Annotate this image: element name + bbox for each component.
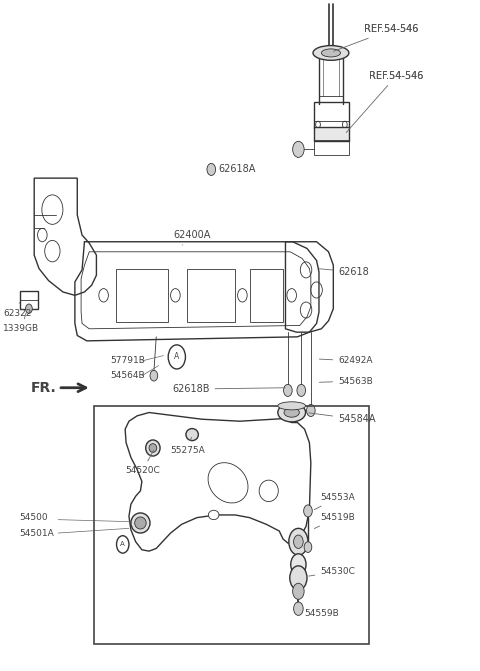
Text: REF.54-546: REF.54-546: [334, 24, 419, 51]
Text: 55275A: 55275A: [170, 437, 205, 455]
Text: A: A: [120, 541, 125, 548]
Ellipse shape: [208, 510, 219, 519]
Text: 54564B: 54564B: [110, 371, 144, 380]
Ellipse shape: [146, 440, 160, 456]
Circle shape: [307, 405, 315, 417]
Circle shape: [25, 304, 32, 313]
Text: 54520C: 54520C: [125, 450, 160, 475]
Circle shape: [304, 505, 312, 517]
Bar: [94, 406, 369, 643]
Circle shape: [294, 602, 303, 615]
Bar: [116, 268, 168, 322]
Ellipse shape: [313, 46, 349, 60]
Circle shape: [150, 370, 157, 381]
Text: 1339GB: 1339GB: [3, 313, 39, 333]
Text: 54501A: 54501A: [19, 529, 54, 537]
Circle shape: [207, 164, 216, 175]
Bar: [187, 268, 235, 322]
Text: 54530C: 54530C: [309, 567, 355, 576]
Ellipse shape: [278, 402, 306, 410]
Circle shape: [294, 535, 303, 548]
Bar: [250, 268, 283, 322]
Bar: [314, 103, 348, 128]
Ellipse shape: [135, 517, 146, 529]
Text: 54584A: 54584A: [309, 413, 376, 424]
Text: 54559B: 54559B: [299, 609, 339, 618]
Text: 62400A: 62400A: [173, 230, 210, 245]
Ellipse shape: [284, 408, 300, 417]
Ellipse shape: [186, 429, 198, 441]
Ellipse shape: [208, 463, 248, 503]
Text: 57791B: 57791B: [110, 356, 144, 366]
Text: REF.54-546: REF.54-546: [364, 24, 419, 34]
Text: A: A: [174, 352, 180, 362]
Text: 54500: 54500: [19, 513, 48, 522]
Bar: [314, 127, 348, 142]
Text: 62322: 62322: [3, 303, 32, 318]
Circle shape: [289, 528, 308, 555]
Ellipse shape: [278, 403, 306, 422]
Text: FR.: FR.: [30, 380, 56, 395]
Text: 62492A: 62492A: [319, 356, 372, 366]
Ellipse shape: [149, 444, 157, 452]
Text: 62618: 62618: [319, 267, 369, 277]
Text: 62618A: 62618A: [218, 164, 256, 174]
Circle shape: [290, 566, 307, 590]
Text: 54553A: 54553A: [314, 493, 355, 510]
Circle shape: [293, 583, 304, 599]
Text: 54519B: 54519B: [314, 513, 355, 529]
Bar: [314, 140, 348, 155]
Circle shape: [284, 384, 292, 397]
Text: 62618B: 62618B: [172, 384, 285, 394]
Text: REF.54-546: REF.54-546: [346, 70, 424, 133]
Circle shape: [293, 142, 304, 158]
Circle shape: [291, 554, 306, 575]
Circle shape: [297, 384, 306, 397]
Ellipse shape: [131, 513, 150, 533]
Ellipse shape: [259, 480, 278, 501]
Circle shape: [304, 541, 312, 552]
Text: 54563B: 54563B: [319, 376, 373, 386]
Text: REF.54-546: REF.54-546: [369, 70, 424, 81]
Bar: [20, 291, 38, 309]
Ellipse shape: [322, 49, 340, 57]
